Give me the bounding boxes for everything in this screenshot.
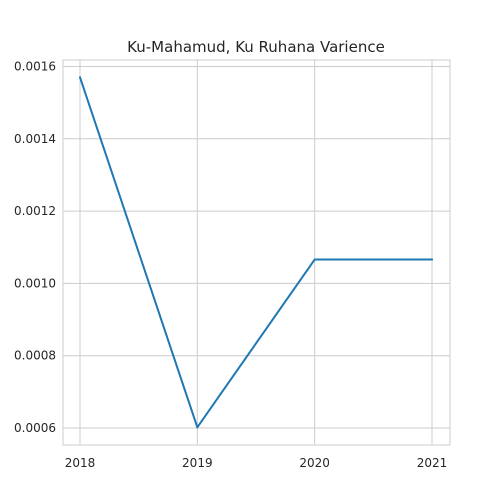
chart-title: Ku-Mahamud, Ku Ruhana Varience: [127, 38, 385, 56]
x-tick-label: 2019: [182, 456, 213, 470]
data-point: [79, 76, 81, 79]
data-point: [196, 426, 199, 429]
axes-frame: [62, 59, 451, 446]
x-axis-ticks: 2018 2019 2020 2021: [65, 456, 448, 470]
x-tick-label: 2020: [299, 456, 330, 470]
y-tick-label: 0.0008: [14, 349, 56, 363]
y-axis-ticks: 0.0006 0.0008 0.0010 0.0012 0.0014 0.0016: [14, 60, 56, 436]
x-tick-label: 2018: [65, 456, 96, 470]
grid: [63, 60, 450, 445]
y-tick-label: 0.0014: [14, 132, 56, 146]
data-point: [313, 258, 316, 261]
y-tick-label: 0.0016: [14, 60, 56, 74]
y-tick-label: 0.0006: [14, 421, 56, 435]
series-layer: [79, 76, 433, 429]
series-line: [79, 76, 433, 429]
data-point: [431, 258, 433, 261]
y-tick-label: 0.0010: [14, 276, 56, 290]
y-tick-label: 0.0012: [14, 204, 56, 218]
plot-background: [63, 60, 450, 445]
x-tick-label: 2021: [417, 456, 448, 470]
